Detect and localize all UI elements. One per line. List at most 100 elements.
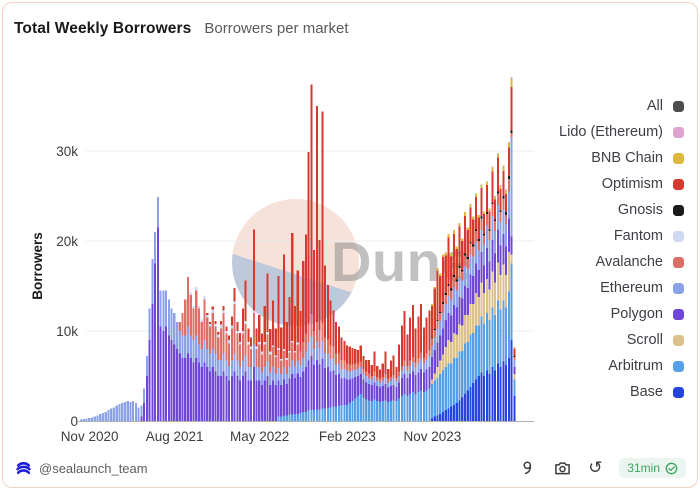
bar-segment-arbitrum[interactable]: [488, 320, 491, 375]
bar-segment-polygon[interactable]: [370, 385, 373, 402]
bar-segment-fantom[interactable]: [255, 346, 258, 349]
bar-segment-avalanche[interactable]: [455, 281, 458, 291]
bar-segment-ethereum[interactable]: [156, 196, 159, 228]
bar-segment-polygon[interactable]: [483, 265, 486, 294]
bar-segment-avalanche[interactable]: [293, 352, 297, 367]
bar-segment-polygon[interactable]: [211, 367, 214, 421]
bar-segment-polygon[interactable]: [400, 377, 403, 396]
bar-segment-avalanche[interactable]: [458, 268, 461, 278]
bar-segment-polygon[interactable]: [507, 218, 510, 252]
bar-segment-fantom[interactable]: [288, 350, 291, 353]
bar-segment-ethereum[interactable]: [365, 376, 368, 383]
bar-segment-avalanche[interactable]: [411, 357, 414, 363]
bar-segment-bnb-chain[interactable]: [447, 233, 450, 238]
bar-segment-polygon[interactable]: [184, 358, 187, 421]
bar-segment-avalanche[interactable]: [230, 328, 233, 360]
bar-segment-polygon[interactable]: [244, 371, 247, 422]
bar-segment-bnb-chain[interactable]: [505, 190, 508, 195]
bar-segment-optimism[interactable]: [335, 322, 338, 354]
bar-segment-optimism[interactable]: [299, 311, 302, 352]
bar-segment-optimism[interactable]: [373, 351, 376, 372]
bar-segment-scroll[interactable]: [455, 334, 458, 358]
bar-segment-scroll[interactable]: [463, 314, 467, 344]
bar-segment-ethereum[interactable]: [477, 250, 480, 270]
legend-item-gnosis[interactable]: Gnosis: [559, 197, 684, 223]
legend-item-polygon[interactable]: Polygon: [559, 301, 684, 327]
bar-segment-base[interactable]: [458, 400, 461, 421]
bar-segment-bnb-chain[interactable]: [477, 214, 480, 218]
bar-segment-optimism[interactable]: [452, 233, 456, 276]
bar-segment-ethereum[interactable]: [299, 365, 302, 377]
bar-segment-scroll[interactable]: [447, 340, 450, 364]
bar-segment-ethereum[interactable]: [107, 410, 110, 421]
bar-segment-optimism[interactable]: [337, 326, 340, 354]
bar-segment-optimism[interactable]: [260, 333, 264, 352]
bar-segment-bnb-chain[interactable]: [488, 208, 491, 212]
bar-segment-polygon[interactable]: [200, 367, 203, 421]
bar-segment-ethereum[interactable]: [370, 379, 373, 385]
bar-segment-ethereum[interactable]: [513, 359, 516, 367]
bar-segment-polygon[interactable]: [175, 349, 179, 421]
bar-segment-base[interactable]: [494, 370, 497, 421]
bar-segment-avalanche[interactable]: [299, 351, 302, 366]
bar-segment-ethereum[interactable]: [285, 373, 288, 385]
bar-segment-ethereum[interactable]: [351, 370, 354, 379]
bar-segment-optimism[interactable]: [285, 322, 288, 358]
bar-segment-bnb-chain[interactable]: [494, 196, 497, 200]
bar-segment-polygon[interactable]: [376, 385, 379, 402]
bar-segment-polygon[interactable]: [485, 248, 488, 279]
bar-segment-ethereum[interactable]: [376, 380, 379, 386]
bar-segment-lido-ethereum-[interactable]: [494, 196, 497, 197]
legend-item-ethereum[interactable]: Ethereum: [559, 275, 684, 301]
bar-segment-polygon[interactable]: [318, 364, 321, 410]
bar-segment-base[interactable]: [447, 408, 450, 421]
bar-segment-optimism[interactable]: [340, 337, 343, 360]
bar-segment-polygon[interactable]: [439, 335, 442, 361]
bar-segment-polygon[interactable]: [271, 380, 275, 422]
bar-segment-optimism[interactable]: [252, 229, 255, 311]
bar-segment-avalanche[interactable]: [381, 376, 384, 381]
bar-segment-polygon[interactable]: [430, 357, 434, 380]
bar-segment-optimism[interactable]: [263, 305, 266, 342]
bar-segment-polygon[interactable]: [252, 367, 255, 421]
bar-segment-fantom[interactable]: [230, 325, 233, 329]
bar-segment-ethereum[interactable]: [318, 348, 321, 365]
bar-segment-fantom[interactable]: [189, 292, 192, 295]
bar-segment-fantom[interactable]: [214, 323, 217, 327]
bar-segment-optimism[interactable]: [409, 317, 412, 361]
bar-segment-arbitrum[interactable]: [485, 313, 488, 371]
bar-segment-arbitrum[interactable]: [447, 363, 450, 409]
bar-segment-scroll[interactable]: [433, 373, 436, 381]
bar-segment-polygon[interactable]: [203, 362, 206, 422]
bar-segment-fantom[interactable]: [211, 309, 214, 313]
bar-segment-ethereum[interactable]: [244, 355, 247, 372]
bar-segment-bnb-chain[interactable]: [463, 212, 467, 216]
bar-segment-optimism[interactable]: [326, 285, 329, 340]
bar-segment-ethereum[interactable]: [239, 367, 242, 381]
bar-segment-ethereum[interactable]: [447, 295, 450, 313]
bar-segment-arbitrum[interactable]: [277, 416, 280, 422]
bar-segment-scroll[interactable]: [488, 289, 491, 321]
bar-segment-optimism[interactable]: [214, 321, 217, 324]
bar-segment-arbitrum[interactable]: [425, 390, 428, 421]
bar-segment-ethereum[interactable]: [167, 299, 170, 336]
bar-segment-arbitrum[interactable]: [288, 414, 291, 421]
bar-segment-ethereum[interactable]: [332, 358, 335, 371]
bar-segment-avalanche[interactable]: [214, 326, 217, 354]
bar-segment-arbitrum[interactable]: [337, 405, 340, 421]
bar-segment-gnosis[interactable]: [472, 244, 475, 247]
bar-segment-arbitrum[interactable]: [430, 384, 434, 419]
bar-segment-avalanche[interactable]: [192, 308, 195, 341]
bar-segment-arbitrum[interactable]: [315, 409, 318, 421]
bar-segment-arbitrum[interactable]: [469, 334, 472, 387]
bar-segment-polygon[interactable]: [417, 372, 420, 393]
bar-segment-arbitrum[interactable]: [480, 316, 483, 373]
bar-segment-bnb-chain[interactable]: [483, 211, 486, 214]
bar-segment-avalanche[interactable]: [488, 231, 491, 241]
bar-segment-avalanche[interactable]: [422, 358, 425, 364]
bar-segment-ethereum[interactable]: [159, 290, 162, 327]
bar-segment-polygon[interactable]: [477, 269, 480, 297]
bar-segment-base[interactable]: [480, 372, 483, 421]
bar-segment-gnosis[interactable]: [502, 196, 505, 199]
bar-segment-polygon[interactable]: [384, 384, 387, 401]
